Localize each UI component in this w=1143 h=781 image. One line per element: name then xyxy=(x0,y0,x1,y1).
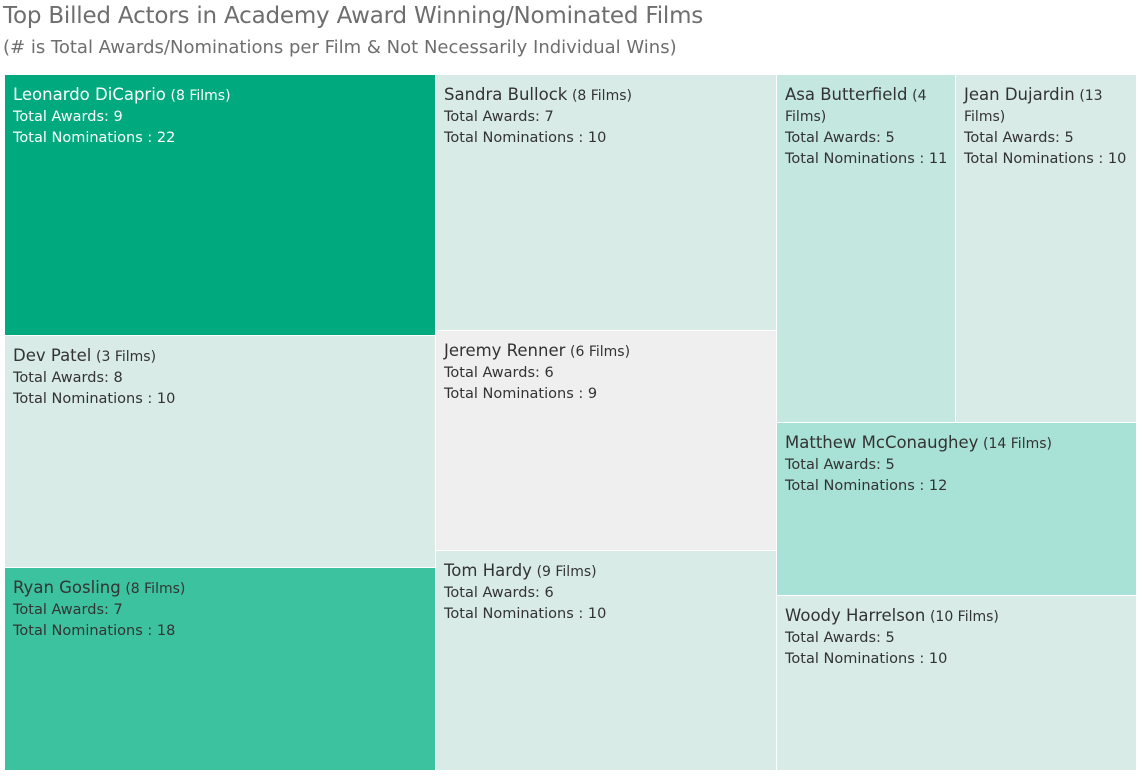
actor-name: Tom Hardy xyxy=(444,561,532,580)
chart-title: Top Billed Actors in Academy Award Winni… xyxy=(3,3,704,29)
actor-name: Asa Butterfield xyxy=(785,85,908,104)
total-nominations-label: Total Nominations : 10 xyxy=(444,606,607,622)
total-nominations-label: Total Nominations : 18 xyxy=(13,623,176,639)
treemap-cell-leonardo-dicaprio[interactable]: Leonardo DiCaprio (8 Films) Total Awards:… xyxy=(5,75,436,336)
total-awards-label: Total Awards: 7 xyxy=(13,602,123,618)
cell-heading: Dev Patel (3 Films) xyxy=(13,345,428,368)
cell-heading: Leonardo DiCaprio (8 Films) xyxy=(13,84,428,107)
total-nominations-label: Total Nominations : 10 xyxy=(964,151,1127,167)
total-awards-label: Total Awards: 5 xyxy=(785,630,895,646)
actor-name: Leonardo DiCaprio xyxy=(13,85,166,104)
cell-heading: Tom Hardy (9 Films) xyxy=(444,560,769,583)
actor-name: Jeremy Renner xyxy=(444,341,566,360)
total-awards-label: Total Awards: 9 xyxy=(13,109,123,125)
actor-name: Ryan Gosling xyxy=(13,578,121,597)
total-nominations-label: Total Nominations : 12 xyxy=(785,478,948,494)
treemap-cell-matthew-mcconaughey[interactable]: Matthew McConaughey (14 Films) Total Awar… xyxy=(777,423,1137,596)
chart-subtitle: (# is Total Awards/Nominations per Film … xyxy=(3,37,677,58)
cell-heading: Jean Dujardin (13 Films) xyxy=(964,84,1129,128)
total-awards-label: Total Awards: 7 xyxy=(444,109,554,125)
treemap-cell-jeremy-renner[interactable]: Jeremy Renner (6 Films) Total Awards: 6 To… xyxy=(436,331,777,551)
cell-heading: Sandra Bullock (8 Films) xyxy=(444,84,769,107)
film-count: (13 Films) xyxy=(964,88,1103,125)
cell-heading: Woody Harrelson (10 Films) xyxy=(785,605,1129,628)
total-awards-label: Total Awards: 5 xyxy=(785,457,895,473)
film-count: (4 Films) xyxy=(785,88,927,125)
total-awards-label: Total Awards: 8 xyxy=(13,370,123,386)
actor-name: Matthew McConaughey xyxy=(785,433,979,452)
film-count: (6 Films) xyxy=(570,344,631,360)
cell-heading: Asa Butterfield (4 Films) xyxy=(785,84,948,128)
treemap-cell-tom-hardy[interactable]: Tom Hardy (9 Films) Total Awards: 6 Total … xyxy=(436,551,777,771)
film-count: (9 Films) xyxy=(536,564,597,580)
cell-heading: Ryan Gosling (8 Films) xyxy=(13,577,428,600)
film-count: (8 Films) xyxy=(571,88,632,104)
film-count: (8 Films) xyxy=(125,581,186,597)
treemap-cell-ryan-gosling[interactable]: Ryan Gosling (8 Films) Total Awards: 7 Tot… xyxy=(5,568,436,771)
treemap-cell-asa-butterfield[interactable]: Asa Butterfield (4 Films) Total Awards: 5… xyxy=(777,75,956,423)
total-nominations-label: Total Nominations : 9 xyxy=(444,386,598,402)
actor-name: Sandra Bullock xyxy=(444,85,568,104)
total-awards-label: Total Awards: 6 xyxy=(444,365,554,381)
total-nominations-label: Total Nominations : 22 xyxy=(13,130,176,146)
treemap-cell-dev-patel[interactable]: Dev Patel (3 Films) Total Awards: 8 Total … xyxy=(5,336,436,568)
total-awards-label: Total Awards: 5 xyxy=(964,130,1074,146)
treemap-cell-woody-harrelson[interactable]: Woody Harrelson (10 Films) Total Awards: … xyxy=(777,596,1137,771)
film-count: (8 Films) xyxy=(170,88,231,104)
actor-name: Jean Dujardin xyxy=(964,85,1075,104)
film-count: (10 Films) xyxy=(929,609,999,625)
total-awards-label: Total Awards: 6 xyxy=(444,585,554,601)
treemap-cell-sandra-bullock[interactable]: Sandra Bullock (8 Films) Total Awards: 7 T… xyxy=(436,75,777,331)
actor-name: Dev Patel xyxy=(13,346,92,365)
film-count: (14 Films) xyxy=(983,436,1052,452)
cell-heading: Matthew McConaughey (14 Films) xyxy=(785,432,1129,455)
total-nominations-label: Total Nominations : 10 xyxy=(785,651,948,667)
film-count: (3 Films) xyxy=(96,349,157,365)
treemap-cell-jean-dujardin[interactable]: Jean Dujardin (13 Films) Total Awards: 5 T… xyxy=(956,75,1137,423)
total-nominations-label: Total Nominations : 11 xyxy=(785,151,948,167)
actor-name: Woody Harrelson xyxy=(785,606,926,625)
total-nominations-label: Total Nominations : 10 xyxy=(444,130,607,146)
total-awards-label: Total Awards: 5 xyxy=(785,130,895,146)
total-nominations-label: Total Nominations : 10 xyxy=(13,391,176,407)
cell-heading: Jeremy Renner (6 Films) xyxy=(444,340,769,363)
